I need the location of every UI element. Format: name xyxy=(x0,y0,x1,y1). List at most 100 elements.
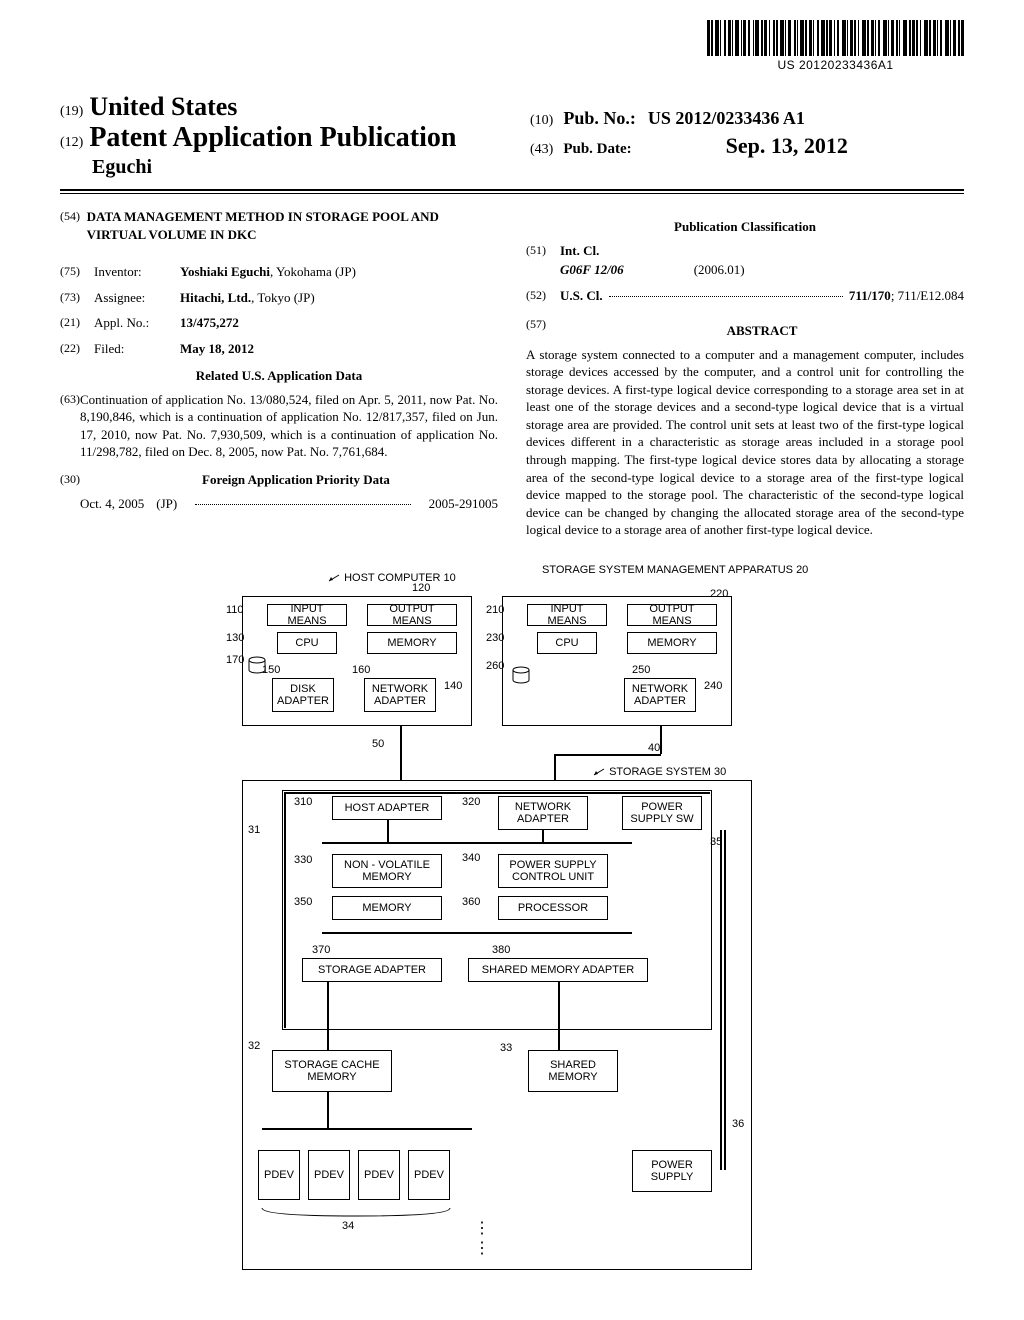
pub-date-prefix: (43) xyxy=(530,142,553,157)
header-inventor: Eguchi xyxy=(92,156,964,179)
pub-date: Sep. 13, 2012 xyxy=(726,133,848,158)
system-diagram: HOST COMPUTER 10 120 STORAGE SYSTEM MANA… xyxy=(212,570,812,1290)
ellipsis-icon: ⋮ xyxy=(474,1218,492,1238)
shared-mem-box: SHARED MEMORY xyxy=(528,1050,618,1092)
inventor-name: Yoshiaki Eguchi xyxy=(180,264,270,279)
host-input-box: INPUT MEANS xyxy=(267,604,347,626)
ref-140: 140 xyxy=(444,680,462,692)
power-sw-box: POWER SUPPLY SW xyxy=(622,796,702,830)
ellipsis-icon: ⋮ xyxy=(474,1238,492,1258)
host-memory-box: MEMORY xyxy=(367,632,457,654)
country-prefix: (19) xyxy=(60,104,83,120)
line xyxy=(542,830,544,842)
title-code: (54) xyxy=(60,208,87,255)
barcode-icon xyxy=(707,20,964,56)
foreign-date: Oct. 4, 2005 xyxy=(80,495,144,513)
uscl-extra: ; 711/E12.084 xyxy=(891,287,964,305)
right-column: Publication Classification (51) Int. Cl.… xyxy=(526,208,964,539)
mgmt-cpu-box: CPU xyxy=(537,632,597,654)
pub-prefix: (12) xyxy=(60,135,83,151)
appl-code: (21) xyxy=(60,314,94,332)
power-rail xyxy=(724,830,726,1170)
uscl-label: U.S. Cl. xyxy=(560,287,603,305)
inventor-label: Inventor: xyxy=(94,263,180,281)
inventor-code: (75) xyxy=(60,263,94,281)
ref-170: 170 xyxy=(226,654,244,666)
intcl-class: G06F 12/06 xyxy=(560,261,624,279)
publication-title: Patent Application Publication xyxy=(89,122,456,154)
power-rail xyxy=(720,830,722,1170)
filed-code: (22) xyxy=(60,340,94,358)
appl-no: 13/475,272 xyxy=(180,315,239,330)
ref-110: 110 xyxy=(226,604,244,616)
assignee-code: (73) xyxy=(60,289,94,307)
abstract-text: A storage system connected to a computer… xyxy=(526,346,964,539)
line xyxy=(400,726,402,784)
mgmt-input-box: INPUT MEANS xyxy=(527,604,607,626)
line xyxy=(558,982,560,1050)
host-cpu-box: CPU xyxy=(277,632,337,654)
assignee-name: Hitachi, Ltd. xyxy=(180,290,251,305)
filed-date: May 18, 2012 xyxy=(180,341,254,356)
pub-no-prefix: (10) xyxy=(530,113,553,128)
pub-date-label: Pub. Date: xyxy=(563,141,631,157)
uscl-code: (52) xyxy=(526,287,560,305)
ref-230: 230 xyxy=(486,632,504,644)
ref-130: 130 xyxy=(226,632,244,644)
line xyxy=(327,982,329,1050)
line xyxy=(554,754,661,756)
disk-icon xyxy=(512,666,530,686)
ref-150: 150 xyxy=(262,664,280,676)
barcode-region: US 20120233436A1 xyxy=(707,20,964,72)
line xyxy=(387,820,389,842)
bus-line xyxy=(322,932,632,934)
left-column: (54) DATA MANAGEMENT METHOD IN STORAGE P… xyxy=(60,208,498,539)
filed-label: Filed: xyxy=(94,340,180,358)
ref-34: 34 xyxy=(342,1220,354,1232)
mgmt-network-adapter-box: NETWORK ADAPTER xyxy=(624,678,696,712)
dotted-leader xyxy=(195,495,410,505)
ref-31: 31 xyxy=(248,824,260,836)
pub-no: US 2012/0233436 A1 xyxy=(648,108,805,128)
inventor-loc: , Yokohama (JP) xyxy=(270,264,356,279)
ref-260: 260 xyxy=(486,660,504,672)
nonvolatile-box: NON - VOLATILE MEMORY xyxy=(332,854,442,888)
host-network-adapter-box: NETWORK ADAPTER xyxy=(364,678,436,712)
power-supply-box: POWER SUPPLY xyxy=(632,1150,712,1192)
shared-mem-adapter-box: SHARED MEMORY ADAPTER xyxy=(468,958,648,982)
ref-380: 380 xyxy=(492,944,510,956)
foreign-country: (JP) xyxy=(156,495,177,513)
abstract-code: (57) xyxy=(526,316,560,346)
assignee-label: Assignee: xyxy=(94,289,180,307)
ref-240: 240 xyxy=(704,680,722,692)
power-ctrl-box: POWER SUPPLY CONTROL UNIT xyxy=(498,854,608,888)
continuation-code: (63) xyxy=(60,391,80,461)
mgmt-memory-box: MEMORY xyxy=(627,632,717,654)
ref-36: 36 xyxy=(732,1118,744,1130)
divider-thin xyxy=(60,193,964,194)
foreign-code: (30) xyxy=(60,471,94,489)
ref-50: 50 xyxy=(372,738,384,750)
ref-160: 160 xyxy=(352,664,370,676)
host-disk-adapter-box: DISK ADAPTER xyxy=(272,678,334,712)
brace-icon xyxy=(260,1206,452,1220)
processor-box: PROCESSOR xyxy=(498,896,608,920)
ref-360: 360 xyxy=(462,896,480,908)
appl-label: Appl. No.: xyxy=(94,314,180,332)
intcl-code: (51) xyxy=(526,242,560,260)
ref-120: 120 xyxy=(412,582,430,594)
host-output-box: OUTPUT MEANS xyxy=(367,604,457,626)
storage-system-label: STORAGE SYSTEM 30 xyxy=(592,766,726,778)
ref-350: 350 xyxy=(294,896,312,908)
ref-310: 310 xyxy=(294,796,312,808)
assignee-loc: , Tokyo (JP) xyxy=(251,290,315,305)
intcl-date: (2006.01) xyxy=(694,261,745,279)
pub-no-label: Pub. No.: xyxy=(563,108,636,128)
host-adapter-box: HOST ADAPTER xyxy=(332,796,442,820)
divider-thick xyxy=(60,189,964,191)
host-computer-label: HOST COMPUTER 10 xyxy=(327,572,456,584)
storage-adapter-box: STORAGE ADAPTER xyxy=(302,958,442,982)
storage-network-adapter-box: NETWORK ADAPTER xyxy=(498,796,588,830)
ref-210: 210 xyxy=(486,604,504,616)
storage-cache-box: STORAGE CACHE MEMORY xyxy=(272,1050,392,1092)
